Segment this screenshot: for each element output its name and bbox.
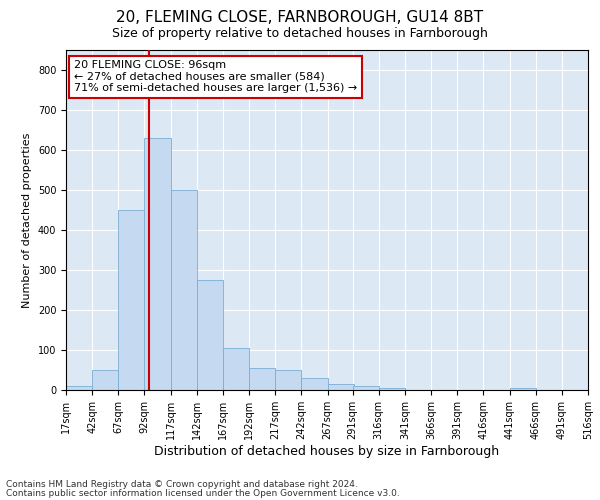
Bar bbox=[223, 348, 249, 390]
Bar bbox=[145, 138, 170, 390]
Bar bbox=[509, 388, 536, 390]
Bar bbox=[249, 368, 275, 390]
Text: Contains HM Land Registry data © Crown copyright and database right 2024.: Contains HM Land Registry data © Crown c… bbox=[6, 480, 358, 489]
Y-axis label: Number of detached properties: Number of detached properties bbox=[22, 132, 32, 308]
Text: Contains public sector information licensed under the Open Government Licence v3: Contains public sector information licen… bbox=[6, 488, 400, 498]
Bar bbox=[118, 210, 145, 390]
Bar bbox=[275, 370, 301, 390]
Bar bbox=[328, 384, 353, 390]
X-axis label: Distribution of detached houses by size in Farnborough: Distribution of detached houses by size … bbox=[154, 444, 500, 458]
Bar bbox=[353, 386, 379, 390]
Text: Size of property relative to detached houses in Farnborough: Size of property relative to detached ho… bbox=[112, 28, 488, 40]
Text: 20, FLEMING CLOSE, FARNBOROUGH, GU14 8BT: 20, FLEMING CLOSE, FARNBOROUGH, GU14 8BT bbox=[116, 10, 484, 25]
Text: 20 FLEMING CLOSE: 96sqm
← 27% of detached houses are smaller (584)
71% of semi-d: 20 FLEMING CLOSE: 96sqm ← 27% of detache… bbox=[74, 60, 357, 94]
Bar bbox=[301, 378, 328, 390]
Bar bbox=[379, 388, 405, 390]
Bar bbox=[92, 370, 118, 390]
Bar bbox=[170, 190, 197, 390]
Bar bbox=[66, 386, 92, 390]
Bar bbox=[197, 280, 223, 390]
